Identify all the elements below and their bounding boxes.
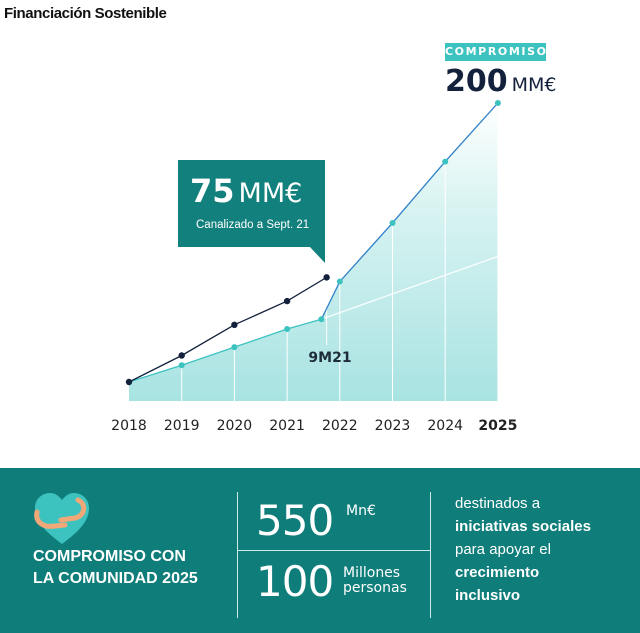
planned-point [336, 278, 343, 285]
community-title: COMPROMISO CON LA COMUNIDAD 2025 [33, 546, 198, 590]
target-value: 200 MM€ [445, 64, 557, 99]
stat-100-unit-line1: Millones [343, 565, 401, 581]
community-title-line1: COMPROMISO CON [33, 548, 186, 565]
divider [237, 492, 238, 618]
x-tick-label: 2019 [164, 418, 200, 434]
x-tick-label: 2021 [269, 418, 305, 434]
x-tick-label: 2020 [217, 418, 253, 434]
heart-hug-icon [34, 493, 89, 544]
community-description: destinados a iniciativas sociales para a… [455, 492, 591, 607]
marker-label-9m21: 9M21 [308, 350, 351, 366]
desc-line: inclusivo [455, 587, 521, 604]
page-title: Financiación Sostenible [4, 5, 167, 22]
community-title-line2: LA COMUNIDAD 2025 [33, 570, 198, 587]
x-tick-label: 2023 [375, 418, 411, 434]
planned-point [318, 316, 325, 323]
desc-line: para apoyar el [455, 541, 551, 558]
commitment-badge: COMPROMISO [445, 43, 546, 61]
sustainable-finance-chart: 2018 2019 2020 2021 2022 2023 2024 2025 9M21 [111, 100, 517, 434]
actual-point [283, 297, 291, 305]
desc-line: crecimiento [455, 564, 540, 581]
planned-point [389, 219, 396, 226]
x-tick-label: 2024 [427, 418, 463, 434]
callout-pointer [309, 246, 325, 263]
callout-unit: MM€ [238, 178, 303, 209]
stat-100-unit-line2: personas [343, 580, 407, 596]
planned-point [178, 362, 185, 369]
stat-100-unit: Millones personas [343, 566, 407, 596]
actual-point [178, 352, 185, 359]
actual-point [231, 321, 238, 329]
x-tick-label: 2025 [478, 418, 517, 434]
stat-550-unit: Mn€ [346, 503, 376, 519]
desc-line: iniciativas sociales [455, 518, 591, 535]
planned-point [494, 100, 501, 106]
x-tick-label: 2022 [322, 418, 358, 434]
actual-point [323, 274, 330, 281]
stat-100-value: 100 [256, 557, 334, 606]
planned-point [442, 158, 449, 165]
x-tick-label: 2018 [111, 418, 147, 434]
callout-value: 75 [190, 172, 235, 210]
previous-trend-line [321, 255, 499, 320]
callout-box: 75 MM€ Canalizado a Sept. 21 [178, 160, 325, 247]
target-number: 200 [445, 64, 508, 99]
planned-point [284, 325, 291, 332]
planned-area [129, 103, 498, 401]
community-commitment-panel: COMPROMISO CON LA COMUNIDAD 2025 550 Mn€… [0, 468, 640, 633]
divider [237, 550, 430, 551]
divider [430, 492, 431, 618]
target-unit: MM€ [511, 74, 557, 96]
desc-line: destinados a [455, 495, 541, 512]
stat-550-value: 550 [256, 496, 334, 545]
planned-point [231, 344, 238, 351]
actual-point [125, 378, 133, 386]
callout-caption: Canalizado a Sept. 21 [196, 219, 310, 231]
